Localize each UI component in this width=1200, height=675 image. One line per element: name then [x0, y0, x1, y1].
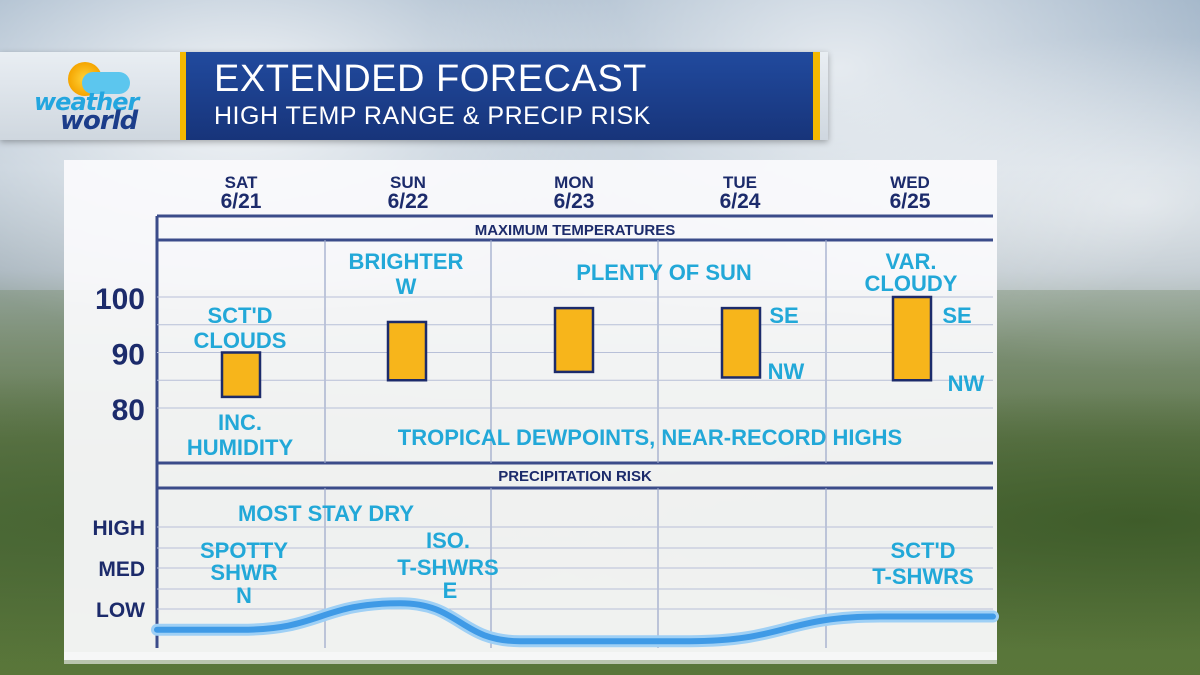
annot-tue-lower: NW [768, 359, 805, 384]
page-title: EXTENDED FORECAST [214, 58, 647, 100]
precip-level-med: MED [98, 558, 145, 581]
y-tick-80: 80 [112, 394, 145, 427]
temp-bar-layer [220, 295, 933, 399]
date-label-tue: 6/24 [720, 190, 761, 213]
day-label-sat: SAT [225, 173, 258, 192]
precip-level-low: LOW [96, 599, 145, 622]
annot-sat-top-2: CLOUDS [194, 328, 287, 353]
logo-text-weather: weather [34, 88, 139, 116]
board-bottom-strip [64, 652, 997, 664]
temp-bar-mon [553, 306, 595, 374]
title-box: EXTENDED FORECAST HIGH TEMP RANGE & PREC… [180, 52, 820, 140]
header-banner: weather world EXTENDED FORECAST HIGH TEM… [0, 52, 828, 140]
annot-mon-top: PLENTY OF SUN [576, 260, 752, 285]
page-subtitle: HIGH TEMP RANGE & PRECIP RISK [214, 102, 651, 130]
annot-wed-top-2: CLOUDY [865, 271, 958, 296]
annot-sat-bottom-2: HUMIDITY [187, 435, 294, 460]
y-tick-100: 100 [95, 283, 145, 316]
date-label-mon: 6/23 [554, 190, 595, 213]
precip-annot-sun-3: E [443, 578, 458, 603]
precip-annot-wed-2: T-SHWRS [872, 564, 973, 589]
annot-wed-upper: SE [942, 303, 971, 328]
annot-tue-upper: SE [769, 303, 798, 328]
temp-bar-wed [891, 295, 933, 382]
temp-bar-sun [386, 320, 428, 382]
precip-level-high: HIGH [93, 517, 146, 540]
y-tick-90: 90 [112, 339, 145, 372]
weather-world-logo: weather world [30, 60, 180, 136]
precip-annot-top-span: MOST STAY DRY [238, 501, 414, 526]
precip-annot-wed-1: SCT'D [890, 538, 955, 563]
annot-sat-bottom-1: INC. [218, 410, 262, 435]
precip-annot-sat-3: N [236, 583, 252, 608]
precip-annot-sun-1: ISO. [426, 528, 470, 553]
precip-annot-sat-2: SHWR [210, 560, 277, 585]
annot-sun-top-2: W [396, 274, 417, 299]
date-label-sun: 6/22 [388, 190, 429, 213]
logo-text-world: world [60, 106, 138, 136]
date-label-sat: 6/21 [221, 190, 262, 213]
annot-wed-lower: NW [948, 371, 985, 396]
annot-bottom-span: TROPICAL DEWPOINTS, NEAR-RECORD HIGHS [398, 425, 902, 450]
date-label-wed: 6/25 [890, 190, 931, 213]
precip-annot-sun-2: T-SHWRS [397, 555, 498, 580]
precip-annot-sat-1: SPOTTY [200, 538, 288, 563]
day-label-wed: WED [890, 173, 930, 192]
grid-layer [155, 214, 993, 648]
temp-bar-tue [720, 306, 762, 379]
precip-risk-curve [154, 600, 996, 645]
annot-sun-top-1: BRIGHTER [349, 249, 464, 274]
precip-section-label: PRECIPITATION RISK [498, 468, 652, 485]
precip-curve-layer [151, 597, 999, 648]
day-label-mon: MON [554, 173, 594, 192]
annot-sat-top-1: SCT'D [207, 303, 272, 328]
cloud-icon [82, 72, 130, 94]
temp-bar-sat [220, 351, 262, 399]
day-label-tue: TUE [723, 173, 757, 192]
annot-wed-top-1: VAR. [886, 249, 937, 274]
forecast-board [64, 160, 997, 660]
temp-section-label: MAXIMUM TEMPERATURES [475, 222, 676, 239]
day-label-sun: SUN [390, 173, 426, 192]
